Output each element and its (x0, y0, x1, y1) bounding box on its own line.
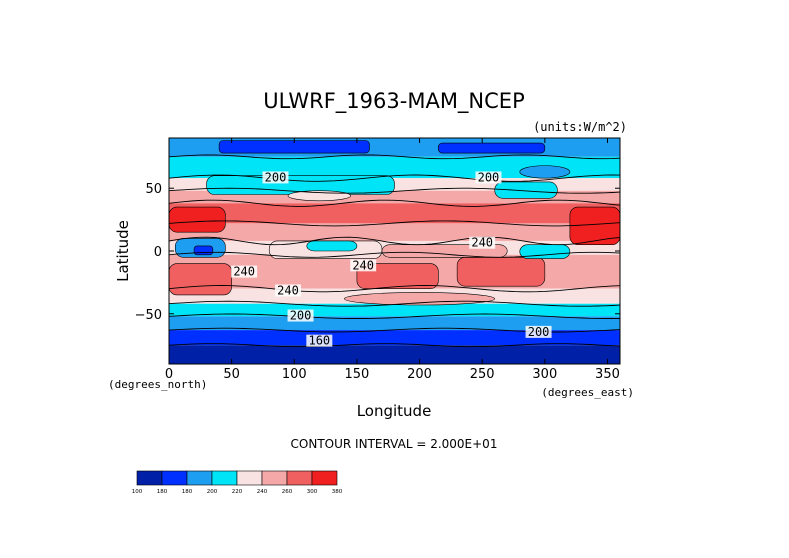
feature-south-pacific-arm (344, 292, 496, 306)
y-tick-labels: 50 0 −50 (135, 182, 620, 323)
colorbar-label: 240 (257, 489, 268, 495)
x-tick-label: 0 (165, 367, 173, 382)
contour-line-7 (169, 251, 620, 258)
colorbar-label: 260 (282, 489, 293, 495)
colorbar-label: 220 (232, 489, 243, 495)
colorbar-swatch (311, 470, 338, 486)
band-southern-ocean (169, 303, 620, 317)
colorbar-swatch (236, 470, 263, 486)
contour-line-3 (169, 187, 620, 194)
feature-maritime-continent (306, 240, 358, 252)
colorbar-label: 380 (332, 489, 343, 495)
colorbar-swatch (211, 470, 238, 486)
feature-arctic-low-2 (438, 142, 546, 154)
contour-line-10 (169, 313, 620, 319)
feature-sahara (169, 206, 226, 233)
y-tick-label: 0 (154, 245, 162, 260)
contour-label: 160 (308, 334, 330, 348)
contour-interval-label: CONTOUR INTERVAL = 2.000E+01 (291, 437, 498, 451)
y-axis-label: Latitude (114, 220, 132, 282)
contour-label-bg (275, 284, 302, 297)
contour-label: 200 (528, 325, 550, 339)
feature-amazon (519, 244, 571, 259)
contour-label: 200 (265, 170, 287, 184)
feature-south-atlantic-warm (169, 263, 232, 296)
contour-line-5 (169, 220, 620, 227)
y-unit-label: (degrees_north) (108, 378, 207, 391)
x-tick-labels: 0 50 100 150 200 250 300 350 (165, 138, 620, 382)
feature-east-hot (569, 206, 620, 246)
band-antarctica (169, 345, 620, 364)
contour-label-bg (306, 334, 333, 347)
contour-label-bg (469, 236, 496, 249)
colorbar-swatch (286, 470, 313, 486)
band-high-south (169, 316, 620, 331)
contour-line-2 (169, 174, 620, 182)
colorbar-label: 180 (182, 489, 193, 495)
x-tick-label: 150 (345, 367, 370, 382)
colorbar-swatch (186, 470, 213, 486)
y-tick-label: 50 (145, 182, 162, 197)
feature-se-pacific-warm (456, 256, 546, 287)
contour-label: 240 (352, 258, 374, 272)
band-north-tropic (169, 223, 620, 241)
band-antarctic-edge (169, 330, 620, 346)
colorbar-swatch (261, 470, 288, 486)
feature-congo-core (193, 245, 214, 256)
contour-label: 240 (277, 283, 299, 297)
plot-area: 200 200 240 240 240 240 200 200 160 (168, 137, 621, 365)
colorbar-swatch (161, 470, 188, 486)
colorbar-label: 300 (307, 489, 318, 495)
x-tick-label: 250 (470, 367, 495, 382)
contour-label: 200 (478, 170, 500, 184)
feature-america-cold (494, 181, 558, 199)
x-unit-label: (degrees_east) (541, 386, 634, 399)
contour-line-6 (169, 236, 620, 246)
feature-greenland (519, 165, 571, 179)
contour-line-1 (169, 154, 620, 160)
colorbar-swatch (136, 470, 163, 486)
colorbar-label: 100 (132, 489, 143, 495)
x-tick-label: 300 (532, 367, 557, 382)
contour-label-bg (231, 265, 258, 278)
colorbar-label: 180 (157, 489, 168, 495)
contour-label: 240 (471, 236, 493, 250)
y-tick-label: −50 (135, 308, 162, 323)
contour-label-bg (525, 325, 552, 338)
x-axis-label: Longitude (357, 402, 432, 420)
x-tick-label: 350 (595, 367, 620, 382)
contour-field: 200 200 240 240 240 240 200 200 160 (169, 138, 620, 364)
contour-label-bg (262, 171, 289, 184)
band-north-desert (169, 203, 620, 224)
contour-line-9 (169, 300, 620, 307)
x-tick-label: 50 (223, 367, 240, 382)
x-tick-label: 200 (407, 367, 432, 382)
contour-line-4 (169, 199, 620, 207)
colorbar-label: 200 (207, 489, 218, 495)
contour-line-8 (169, 285, 620, 293)
contour-label: 200 (290, 309, 312, 323)
contour-label-bg (475, 171, 502, 184)
feature-south-pacific-warm (356, 263, 439, 289)
chart-title: ULWRF_1963-MAM_NCEP (263, 89, 525, 114)
contour-label-bg (287, 309, 314, 322)
colorbar: 100 180 180 200 220 240 260 300 380 (132, 470, 343, 495)
contour-line-12 (169, 343, 620, 348)
contour-label: 240 (233, 265, 255, 279)
x-tick-label: 100 (282, 367, 307, 382)
contour-label-bg (350, 259, 377, 272)
units-label: (units:W/m^2) (533, 120, 627, 134)
